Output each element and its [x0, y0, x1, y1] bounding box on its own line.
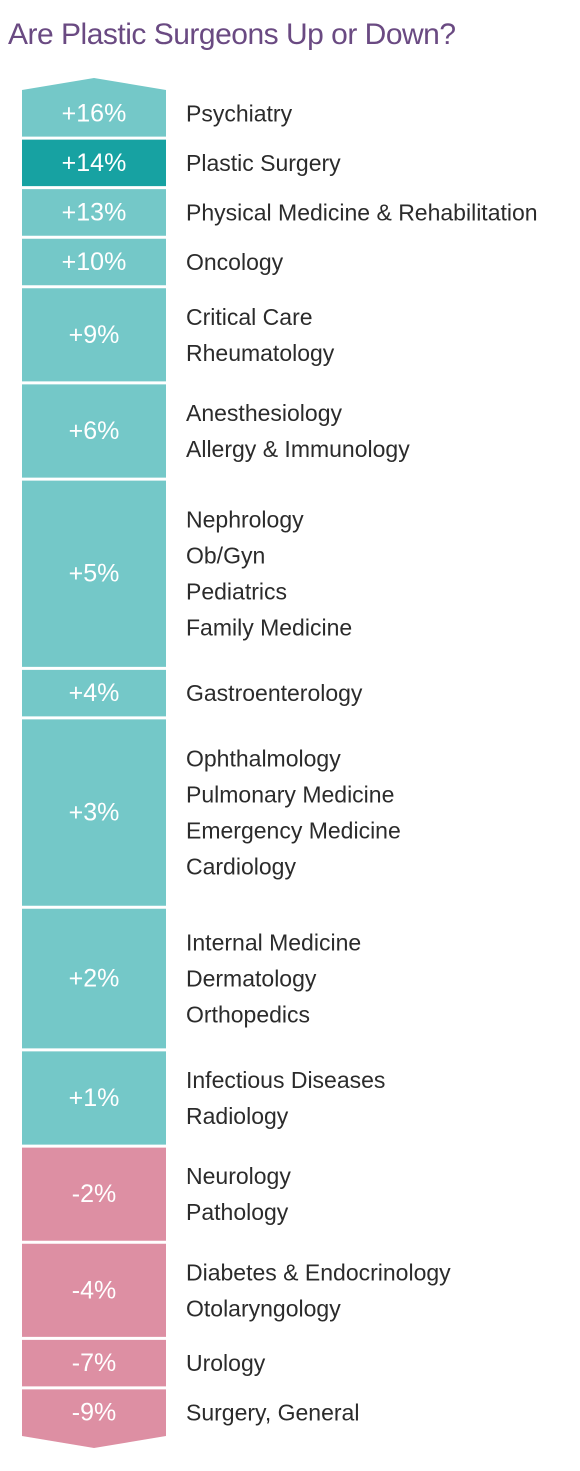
value-label: +2% [69, 965, 120, 993]
bar-segment [22, 238, 166, 286]
value-label: +4% [69, 679, 120, 707]
bar-segment [22, 1339, 166, 1387]
value-label: -9% [72, 1399, 116, 1427]
value-label: +3% [69, 799, 120, 827]
bar-segment [22, 480, 166, 667]
specialty-label: Plastic Surgery [186, 150, 341, 176]
specialty-label: Otolaryngology [186, 1295, 341, 1321]
specialty-label: Oncology [186, 249, 284, 275]
specialty-label: Physical Medicine & Rehabilitation [186, 199, 538, 225]
bar-segment [22, 384, 166, 478]
specialty-label: Allergy & Immunology [186, 436, 410, 462]
specialty-label: Ophthalmology [186, 746, 341, 772]
specialty-label: Nephrology [186, 507, 304, 533]
value-label: -2% [72, 1180, 116, 1208]
specialty-label: Diabetes & Endocrinology [186, 1259, 451, 1285]
bar-segment [22, 908, 166, 1049]
value-label: +14% [62, 149, 127, 177]
specialty-label: Urology [186, 1350, 266, 1376]
chart-title: Are Plastic Surgeons Up or Down? [8, 18, 456, 51]
bar-segment [22, 1147, 166, 1241]
specialty-label: Infectious Diseases [186, 1067, 385, 1093]
value-label: +5% [69, 560, 120, 588]
value-label: +13% [62, 198, 127, 226]
value-label: -4% [72, 1276, 116, 1304]
specialty-label: Emergency Medicine [186, 818, 401, 844]
specialty-label: Pediatrics [186, 579, 287, 605]
bar-segment [22, 139, 166, 187]
specialty-label: Gastroenterology [186, 680, 363, 706]
specialty-label: Neurology [186, 1163, 291, 1189]
bar-segment [22, 189, 166, 236]
specialty-label: Ob/Gyn [186, 543, 265, 569]
specialty-label: Surgery, General [186, 1400, 359, 1426]
bar-segment [22, 1051, 166, 1145]
specialty-label: Internal Medicine [186, 930, 361, 956]
specialty-label: Rheumatology [186, 340, 335, 366]
bar-segment [22, 288, 166, 382]
value-label: +10% [62, 248, 127, 276]
specialty-label: Dermatology [186, 966, 317, 992]
value-label: -7% [72, 1349, 116, 1377]
specialty-label: Psychiatry [186, 100, 293, 126]
bar-segment [22, 78, 166, 137]
specialty-label: Radiology [186, 1103, 289, 1129]
value-label: +1% [69, 1084, 120, 1112]
specialty-label: Orthopedics [186, 1002, 310, 1028]
bar-segment [22, 1243, 166, 1337]
bar-segment [22, 669, 166, 717]
bar-segment [22, 719, 166, 906]
bar-segment [22, 1389, 166, 1448]
specialty-label: Anesthesiology [186, 400, 342, 426]
value-label: +16% [62, 99, 127, 127]
specialty-label: Pathology [186, 1199, 289, 1225]
value-label: +9% [69, 321, 120, 349]
specialty-label: Critical Care [186, 304, 313, 330]
specialty-label: Family Medicine [186, 615, 352, 641]
specialty-label: Cardiology [186, 854, 296, 880]
specialty-label: Pulmonary Medicine [186, 782, 394, 808]
value-label: +6% [69, 417, 120, 445]
